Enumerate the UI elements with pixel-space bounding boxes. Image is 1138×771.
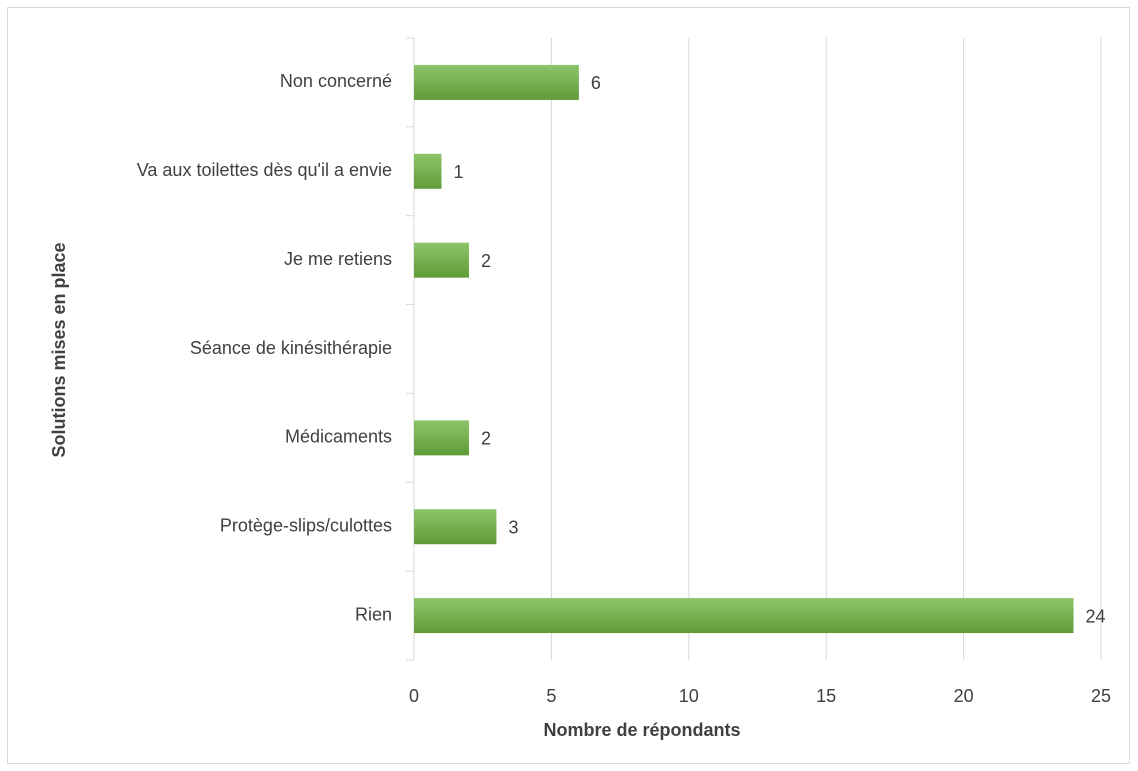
- data-label: 3: [508, 517, 518, 537]
- y-tick-label: Rien: [355, 604, 392, 624]
- bar: [414, 598, 1074, 634]
- bar: [414, 153, 442, 189]
- data-label: 2: [481, 429, 491, 449]
- bar: [414, 64, 579, 100]
- y-tick-label: Protège-slips/culottes: [220, 515, 392, 535]
- data-label: 6: [591, 73, 601, 93]
- x-tick-label: 25: [1091, 686, 1111, 706]
- y-axis-title: Solutions mises en place: [49, 242, 69, 457]
- x-tick-label: 20: [954, 686, 974, 706]
- data-label: 24: [1086, 606, 1106, 626]
- x-tick-label: 10: [679, 686, 699, 706]
- y-tick-label: Je me retiens: [284, 249, 392, 269]
- x-tick-label: 5: [546, 686, 556, 706]
- y-tick-label: Séance de kinésithérapie: [190, 338, 392, 358]
- y-tick-label: Médicaments: [285, 427, 392, 447]
- x-axis-title: Nombre de répondants: [543, 720, 740, 740]
- data-label: 2: [481, 251, 491, 271]
- y-tick-label: Va aux toilettes dès qu'il a envie: [137, 160, 392, 180]
- data-label: 1: [453, 162, 463, 182]
- bar: [414, 509, 497, 545]
- x-tick-label: 15: [816, 686, 836, 706]
- y-tick-label: Non concerné: [280, 71, 392, 91]
- chart-border: [7, 7, 1130, 764]
- x-tick-label: 0: [409, 686, 419, 706]
- bar: [414, 242, 469, 278]
- bar: [414, 420, 469, 456]
